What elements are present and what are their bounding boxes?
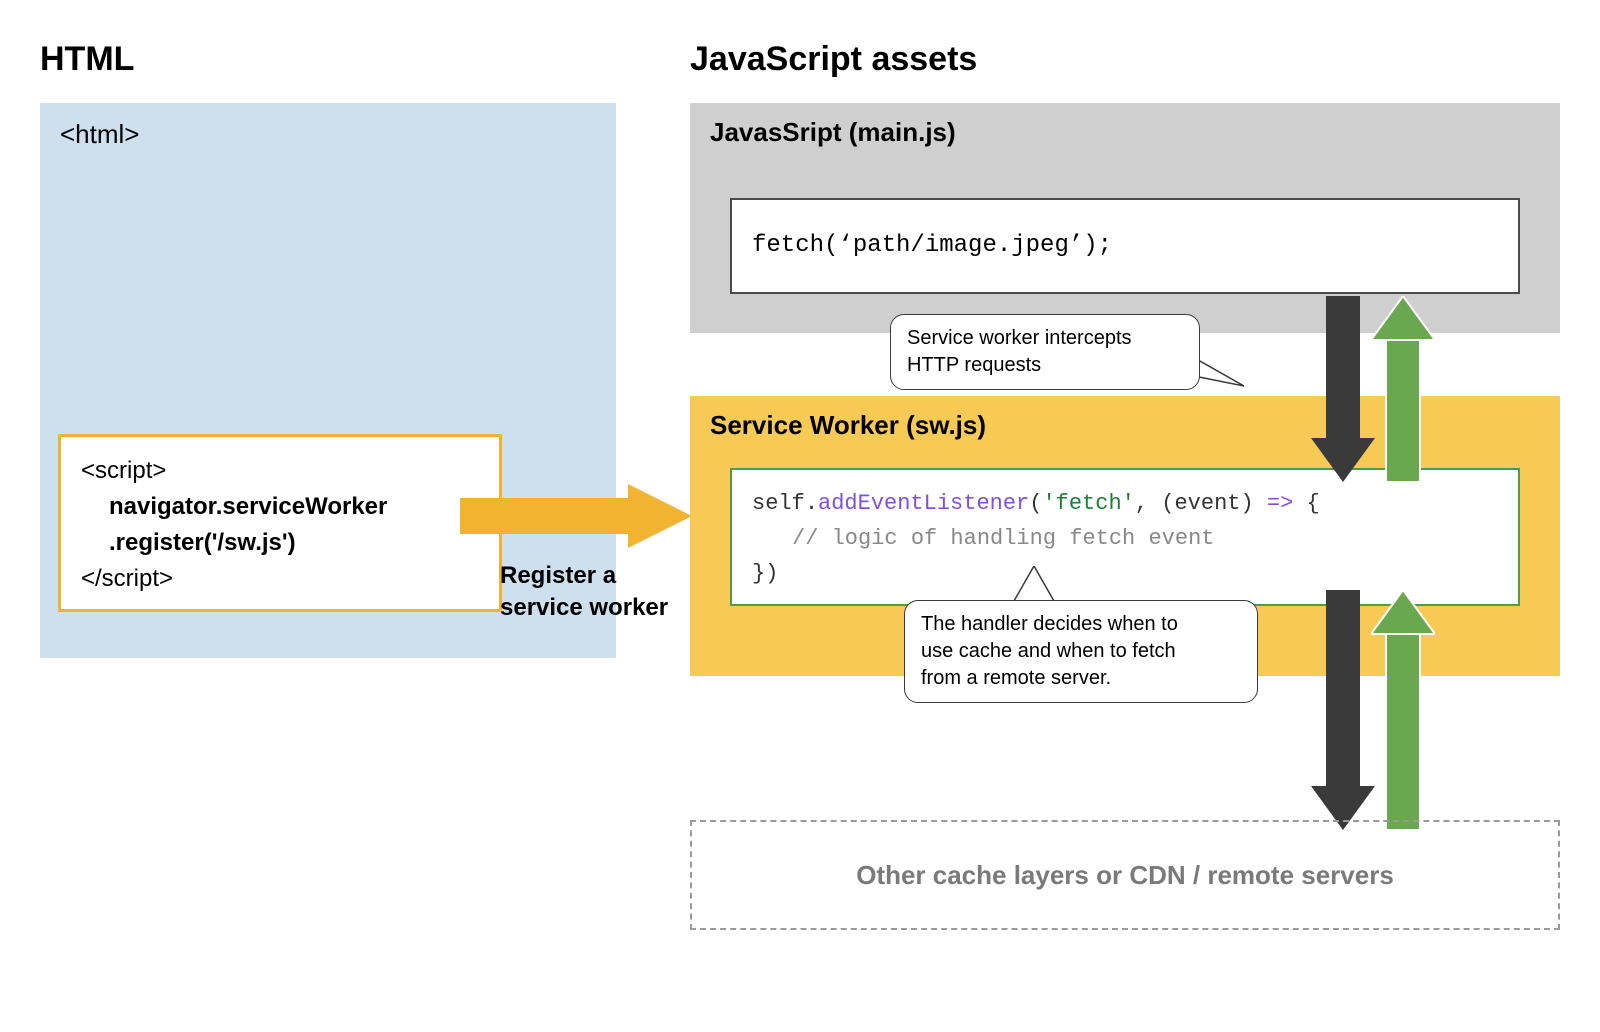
fetch-code: fetch(‘path/image.jpeg’); <box>752 228 1112 264</box>
callout-handler-l2: use cache and when to fetch <box>921 638 1241 665</box>
script-open: <script> <box>81 453 479 489</box>
arrow-up-2-icon <box>1371 590 1435 830</box>
arrow-down-1-icon <box>1311 296 1375 482</box>
arrow-up-1-icon <box>1371 296 1435 482</box>
arrow-down-2-icon <box>1311 590 1375 830</box>
callout-handler-l1: The handler decides when to <box>921 611 1241 638</box>
sw-code-box: self.addEventListener('fetch', (event) =… <box>730 468 1520 606</box>
js-panel-title: JavasSript (main.js) <box>690 103 1560 158</box>
register-arrow-icon <box>460 484 692 548</box>
register-arrow-label: Register a service worker <box>500 560 668 625</box>
callout-intercept-l2: HTTP requests <box>907 352 1183 379</box>
sw-code-line1: self.addEventListener('fetch', (event) =… <box>752 486 1498 521</box>
callout-handler: The handler decides when to use cache an… <box>904 600 1258 703</box>
html-open-tag: <html> <box>60 119 140 150</box>
sw-code-close: }) <box>752 556 1498 591</box>
script-close: </script> <box>81 561 479 597</box>
diagram-canvas: HTML JavaScript assets <html> <script> n… <box>0 0 1600 1032</box>
heading-html: HTML <box>40 40 134 79</box>
register-label-2: service worker <box>500 592 668 624</box>
script-line-register2: .register('/sw.js') <box>81 525 479 561</box>
script-line-register1: navigator.serviceWorker <box>81 489 479 525</box>
callout-intercept: Service worker intercepts HTTP requests <box>890 314 1200 390</box>
heading-js-assets: JavaScript assets <box>690 40 977 79</box>
cdn-box: Other cache layers or CDN / remote serve… <box>690 820 1560 930</box>
callout-intercept-l1: Service worker intercepts <box>907 325 1183 352</box>
script-code-box: <script> navigator.serviceWorker .regist… <box>58 434 502 612</box>
callout-handler-l3: from a remote server. <box>921 665 1241 692</box>
fetch-code-box: fetch(‘path/image.jpeg’); <box>730 198 1520 294</box>
cdn-label: Other cache layers or CDN / remote serve… <box>856 860 1394 891</box>
sw-code-comment: // logic of handling fetch event <box>752 521 1498 556</box>
register-label-1: Register a <box>500 560 668 592</box>
